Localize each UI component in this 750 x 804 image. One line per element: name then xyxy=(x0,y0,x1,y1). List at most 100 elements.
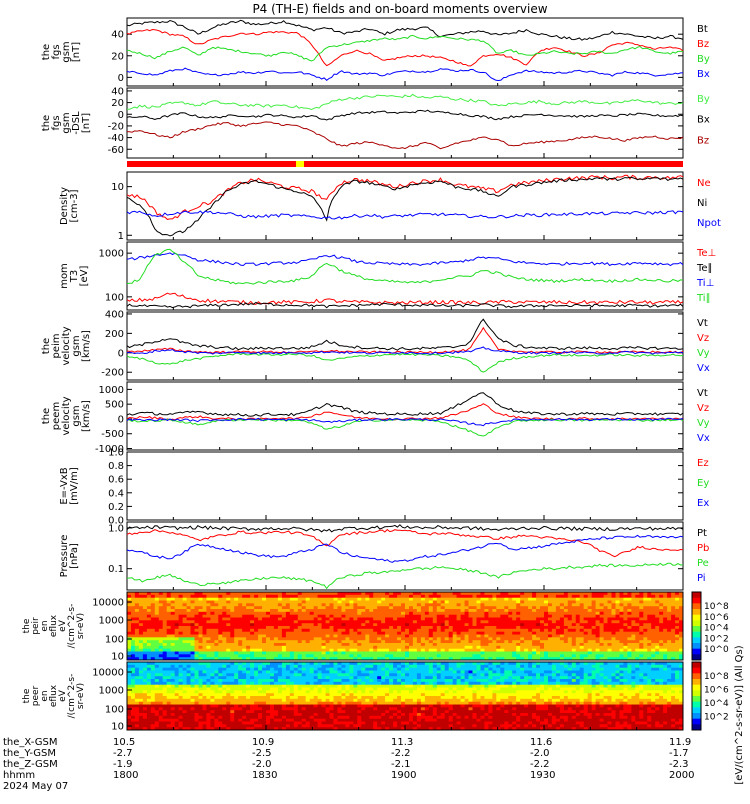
spectrogram-cell xyxy=(504,612,509,615)
spectrogram-cell xyxy=(659,654,664,657)
spectrogram-cell xyxy=(187,724,192,727)
y-tick-label: 400 xyxy=(105,309,124,320)
spectrogram-cell xyxy=(568,612,573,615)
spectrogram-cell xyxy=(302,699,307,702)
spectrogram-cell xyxy=(504,629,509,632)
spectrogram-cell xyxy=(616,595,621,598)
spectrogram-cell xyxy=(147,690,152,693)
spectrogram-cell xyxy=(139,665,144,668)
spectrogram-cell xyxy=(226,707,231,710)
spectrogram-cell xyxy=(286,673,291,676)
spectrogram-cell xyxy=(604,620,609,623)
series-line-Te⊥ xyxy=(127,293,683,304)
spectrogram-cell xyxy=(635,612,640,615)
spectrogram-cell xyxy=(596,620,601,623)
spectrogram-cell xyxy=(469,612,474,615)
spectrogram-cell xyxy=(155,665,160,668)
spectrogram-cell xyxy=(135,665,140,668)
spectrogram-cell xyxy=(620,595,625,598)
spectrogram-cell xyxy=(195,673,200,676)
spectrogram-cell xyxy=(214,629,219,632)
spectrogram-cell xyxy=(417,620,422,623)
spectrogram-cell xyxy=(179,690,184,693)
spectrogram-cell xyxy=(294,637,299,640)
spectrogram-cell xyxy=(250,682,255,685)
spectrogram-cell xyxy=(663,646,668,649)
spectrogram-cell xyxy=(659,646,664,649)
spectrogram-cell xyxy=(492,654,497,657)
spectrogram-cell xyxy=(401,603,406,606)
spectrogram-cell xyxy=(353,603,358,606)
spectrogram-cell xyxy=(441,637,446,640)
spectrogram-cell xyxy=(270,707,275,710)
spectrogram-cell xyxy=(151,673,156,676)
spectrogram-cell xyxy=(270,612,275,615)
spectrogram-cell xyxy=(405,620,410,623)
spectrogram-cell xyxy=(167,603,172,606)
spectrogram-cell xyxy=(139,620,144,623)
spectrogram-cell xyxy=(334,654,339,657)
spectrogram-cell xyxy=(167,595,172,598)
series-line-Bx xyxy=(127,68,683,80)
spectrogram-cell xyxy=(203,699,208,702)
spectrogram-cell xyxy=(250,620,255,623)
spectrogram-cell xyxy=(663,637,668,640)
spectrogram-cell xyxy=(294,724,299,727)
spectrogram-cell xyxy=(453,654,458,657)
spectrogram-cell xyxy=(326,690,331,693)
spectrogram-cell xyxy=(206,707,211,710)
spectrogram-cell xyxy=(675,612,680,615)
spectrogram-cell xyxy=(131,682,136,685)
spectrogram-cell xyxy=(345,612,350,615)
spectrogram-cell xyxy=(143,724,148,727)
spectrogram-cell xyxy=(143,682,148,685)
spectrogram-cell xyxy=(441,612,446,615)
spectrogram-cell xyxy=(131,603,136,606)
spectrogram-cell xyxy=(540,612,545,615)
spectrogram-cell xyxy=(342,637,347,640)
spectrogram-cell xyxy=(210,673,215,676)
spectrogram-cell xyxy=(238,682,243,685)
spectrogram-cell xyxy=(191,595,196,598)
spectrogram-cell xyxy=(318,612,323,615)
spectrogram-cell xyxy=(195,646,200,649)
spectrogram-cell xyxy=(147,654,152,657)
spectrogram-cell xyxy=(254,682,259,685)
spectrogram-cell xyxy=(612,646,617,649)
y-tick-label: 1000 xyxy=(99,385,124,396)
spectrogram-cell xyxy=(278,603,283,606)
spectrogram-cell xyxy=(135,690,140,693)
spectrogram-cell xyxy=(365,620,370,623)
spectrogram-cell xyxy=(461,603,466,606)
spectrogram-cell xyxy=(226,646,231,649)
spectrogram-cell xyxy=(492,629,497,632)
spectrogram-cell xyxy=(437,620,442,623)
spectrogram-cell xyxy=(568,654,573,657)
spectrogram-cell xyxy=(155,673,160,676)
spectrogram-cell xyxy=(195,699,200,702)
spectrogram-cell xyxy=(226,603,231,606)
spectrogram-cell xyxy=(131,612,136,615)
y-tick-label: 0.2 xyxy=(108,502,124,513)
spectrogram-cell xyxy=(457,612,462,615)
spectrogram-cell xyxy=(218,654,223,657)
spectrogram-cell xyxy=(218,716,223,719)
spectrogram-cell xyxy=(643,612,648,615)
spectrogram-cell xyxy=(635,654,640,657)
spectrogram-cell xyxy=(365,654,370,657)
series-line-Ti⊥ xyxy=(127,253,683,266)
legend-Vz: Vz xyxy=(697,403,709,414)
spectrogram-cell xyxy=(274,724,279,727)
spectrogram-cell xyxy=(206,612,211,615)
spectrogram-cell xyxy=(596,595,601,598)
spectrogram-cell xyxy=(334,690,339,693)
spectrogram-cell xyxy=(631,620,636,623)
spectrogram-cell xyxy=(274,707,279,710)
spectrogram-cell xyxy=(552,612,557,615)
spectrogram-cell xyxy=(282,682,287,685)
spectrogram-cell xyxy=(139,629,144,632)
spectrogram-cell xyxy=(588,595,593,598)
spectrogram-cell xyxy=(369,629,374,632)
spectrogram-cell xyxy=(282,716,287,719)
